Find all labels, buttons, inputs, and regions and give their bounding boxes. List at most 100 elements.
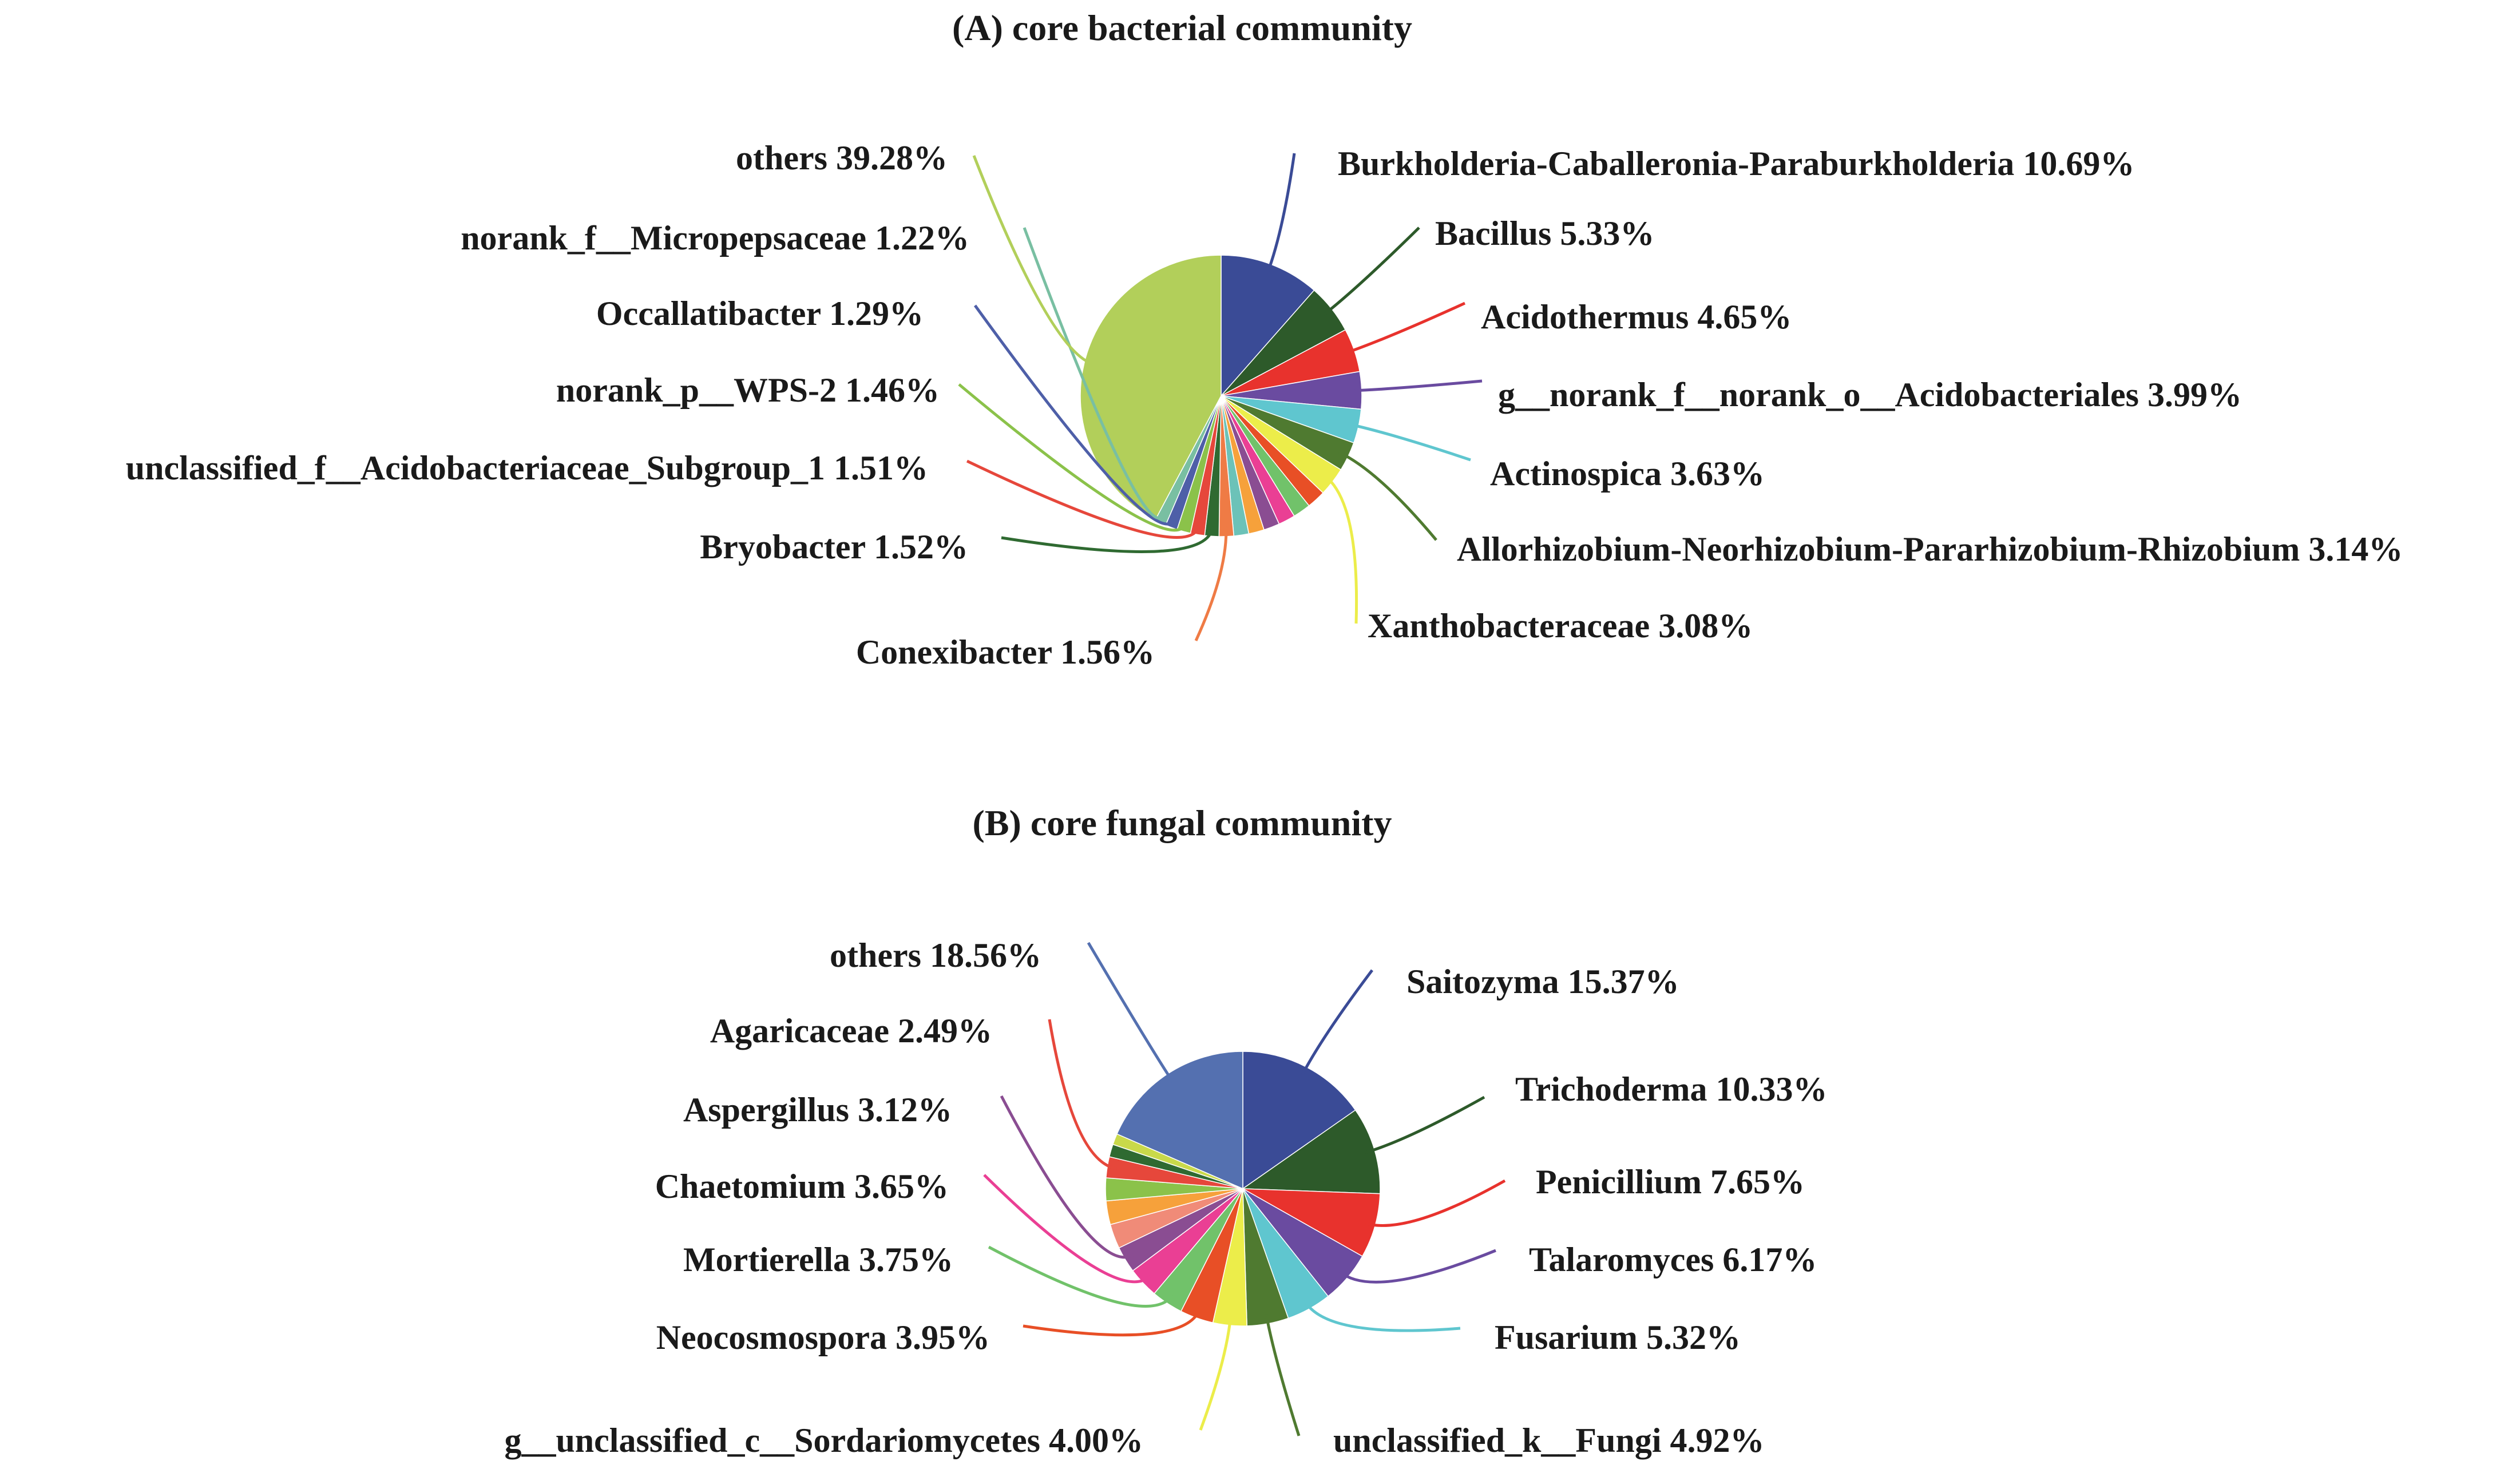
leader-line-saitozyma [1300, 969, 1373, 1077]
slice-label-value: 3.12% [849, 1091, 952, 1129]
leader-line-aspergillus [1000, 1095, 1135, 1259]
slice-label-value: 1.29% [821, 295, 924, 332]
slice-label-allorhizobium-neorhizobium-pararhizobium-rhizobium: Allorhizobium-Neorhizobium-Pararhizobium… [1457, 530, 2403, 568]
slice-label-name: others [830, 936, 921, 974]
slice-labels-fungal: Saitozyma 15.37% Trichoderma 10.33% Penici… [504, 936, 1827, 1459]
slice-label-value: 4.00% [1040, 1422, 1143, 1459]
slice-label-value: 4.65% [1689, 298, 1792, 336]
leader-line-unclassified-k-fungi [1265, 1313, 1301, 1436]
slice-label-value: 4.92% [1662, 1422, 1765, 1459]
leader-line-acidothermus [1344, 301, 1466, 355]
slice-label-norank-f-micropepsaceae: norank_f__Micropepsaceae 1.22% [461, 219, 969, 257]
slice-label-occallatibacter: Occallatibacter 1.29% [596, 295, 924, 332]
slice-label-value: 3.63% [1662, 455, 1765, 493]
slice-label-name: unclassified_k__Fungi [1333, 1422, 1662, 1459]
slice-label-name: norank_p__WPS-2 [556, 371, 837, 409]
pie-slices-fungal [1105, 1051, 1381, 1327]
slice-label-name: Burkholderia-Caballeronia-Paraburkholder… [1338, 145, 2014, 182]
slice-label-unclassified-k-fungi: unclassified_k__Fungi 4.92% [1333, 1422, 1765, 1459]
leader-line-agaricaceae [1048, 1019, 1118, 1170]
slice-label-bryobacter: Bryobacter 1.52% [700, 528, 968, 566]
slice-label-talaromyces: Talaromyces 6.17% [1529, 1241, 1817, 1279]
slice-label-name: Aspergillus [683, 1091, 849, 1129]
slice-label-burkholderia-caballeronia-paraburkholderia: Burkholderia-Caballeronia-Paraburkholder… [1338, 145, 2134, 182]
slice-label-trichoderma: Trichoderma 10.33% [1515, 1070, 1827, 1108]
slice-label-value: 10.33% [1707, 1070, 1827, 1108]
slice-label-norank-p-wps-2: norank_p__WPS-2 1.46% [556, 371, 940, 409]
slice-label-name: Agaricaceae [710, 1012, 889, 1050]
slice-label-name: Fusarium [1495, 1319, 1638, 1356]
slice-label-name: Xanthobacteraceae [1368, 607, 1650, 645]
leader-line-unclassified-f-acidobacteriaceae-subgroup-1 [966, 459, 1201, 539]
slice-label-name: Saitozyma [1406, 963, 1559, 1000]
slice-label-aspergillus: Aspergillus 3.12% [683, 1091, 952, 1129]
leader-line-chaetomium [983, 1174, 1151, 1284]
leader-line-g-unclassified-c-sordariomycetes [1199, 1315, 1233, 1431]
slice-label-name: Occallatibacter [596, 295, 821, 332]
leader-line-neocosmospora [1023, 1308, 1202, 1337]
slice-label-value: 15.37% [1559, 963, 1679, 1000]
leader-line-others [1087, 942, 1174, 1083]
leader-line-others [972, 155, 1095, 366]
leader-line-norank-p-wps-2 [958, 383, 1188, 532]
slice-labels-bacterial: Burkholderia-Caballeronia-Paraburkholder… [126, 139, 2403, 671]
slice-label-name: Mortierella [683, 1241, 850, 1279]
slice-label-neocosmospora: Neocosmospora 3.95% [656, 1319, 990, 1356]
slice-label-value: 1.51% [825, 449, 928, 487]
leader-line-penicillium [1365, 1179, 1506, 1227]
slice-label-name: unclassified_f__Acidobacteriaceae_Subgro… [126, 449, 825, 487]
slice-label-value: 3.75% [850, 1241, 953, 1279]
slice-label-value: 10.69% [2014, 145, 2134, 182]
slice-label-others: others 39.28% [736, 139, 948, 177]
slice-label-value: 1.52% [865, 528, 968, 566]
slice-label-saitozyma: Saitozyma 15.37% [1406, 963, 1679, 1000]
leader-line-allorhizobium-neorhizobium-pararhizobium-rhizobium [1338, 451, 1437, 541]
slice-label-name: Talaromyces [1529, 1241, 1714, 1279]
slice-label-fusarium: Fusarium 5.32% [1495, 1319, 1741, 1356]
slice-label-name: Bryobacter [700, 528, 865, 566]
slice-label-value: 1.56% [1052, 633, 1155, 671]
slice-label-value: 6.17% [1714, 1241, 1817, 1279]
slice-label-g-norank-f-norank-o-acidobacteriales: g__norank_f__norank_o__Acidobacteriales … [1498, 376, 2242, 414]
slice-label-name: Chaetomium [655, 1168, 846, 1205]
leader-line-conexibacter [1194, 526, 1228, 642]
slice-label-value: 3.99% [2139, 376, 2242, 414]
slice-label-mortierella: Mortierella 3.75% [683, 1241, 953, 1279]
slice-label-value: 18.56% [921, 936, 1041, 974]
slice-label-name: others [736, 139, 827, 177]
slice-label-name: Actinospica [1490, 455, 1662, 493]
slice-label-value: 3.65% [846, 1168, 949, 1205]
pie-chart-fungal: (B) core fungal community Saitozyma 15.3… [504, 803, 1827, 1459]
slice-label-value: 39.28% [827, 139, 948, 177]
slice-label-xanthobacteraceae: Xanthobacteraceae 3.08% [1368, 607, 1753, 645]
slice-label-value: 2.49% [889, 1012, 992, 1050]
slice-label-name: Bacillus [1435, 215, 1551, 252]
leader-line-talaromyces [1338, 1249, 1496, 1284]
leader-line-mortierella [988, 1245, 1174, 1308]
leader-lines-bacterial [958, 153, 1483, 642]
chart-title-bacterial: (A) core bacterial community [952, 7, 1412, 48]
leader-line-xanthobacteraceae [1324, 474, 1358, 624]
pie-chart-bacterial: (A) core bacterial community Burkholderi… [126, 7, 2403, 671]
pie-slices-bacterial [1080, 255, 1362, 537]
leader-line-bryobacter [1001, 526, 1214, 553]
slice-label-bacillus: Bacillus 5.33% [1435, 215, 1654, 252]
slice-label-name: norank_f__Micropepsaceae [461, 219, 866, 257]
leader-line-actinospica [1348, 423, 1471, 462]
slice-label-value: 3.95% [887, 1319, 990, 1356]
slice-label-name: Conexibacter [856, 633, 1052, 671]
leader-line-fusarium [1303, 1300, 1461, 1332]
leader-line-trichoderma [1365, 1095, 1485, 1154]
leader-lines-fungal [983, 942, 1506, 1436]
slice-label-name: g__unclassified_c__Sordariomycetes [504, 1422, 1040, 1459]
slice-label-value: 1.22% [866, 219, 969, 257]
leader-line-g-norank-f-norank-o-acidobacteriales [1352, 379, 1483, 392]
slice-label-name: Penicillium [1536, 1163, 1702, 1201]
chart-title-fungal: (B) core fungal community [973, 803, 1392, 843]
slice-label-value: 5.32% [1638, 1319, 1741, 1356]
slice-label-value: 7.65% [1702, 1163, 1805, 1201]
slice-label-name: g__norank_f__norank_o__Acidobacteriales [1498, 376, 2139, 414]
slice-label-name: Acidothermus [1481, 298, 1689, 336]
slice-label-name: Allorhizobium-Neorhizobium-Pararhizobium… [1457, 530, 2300, 568]
